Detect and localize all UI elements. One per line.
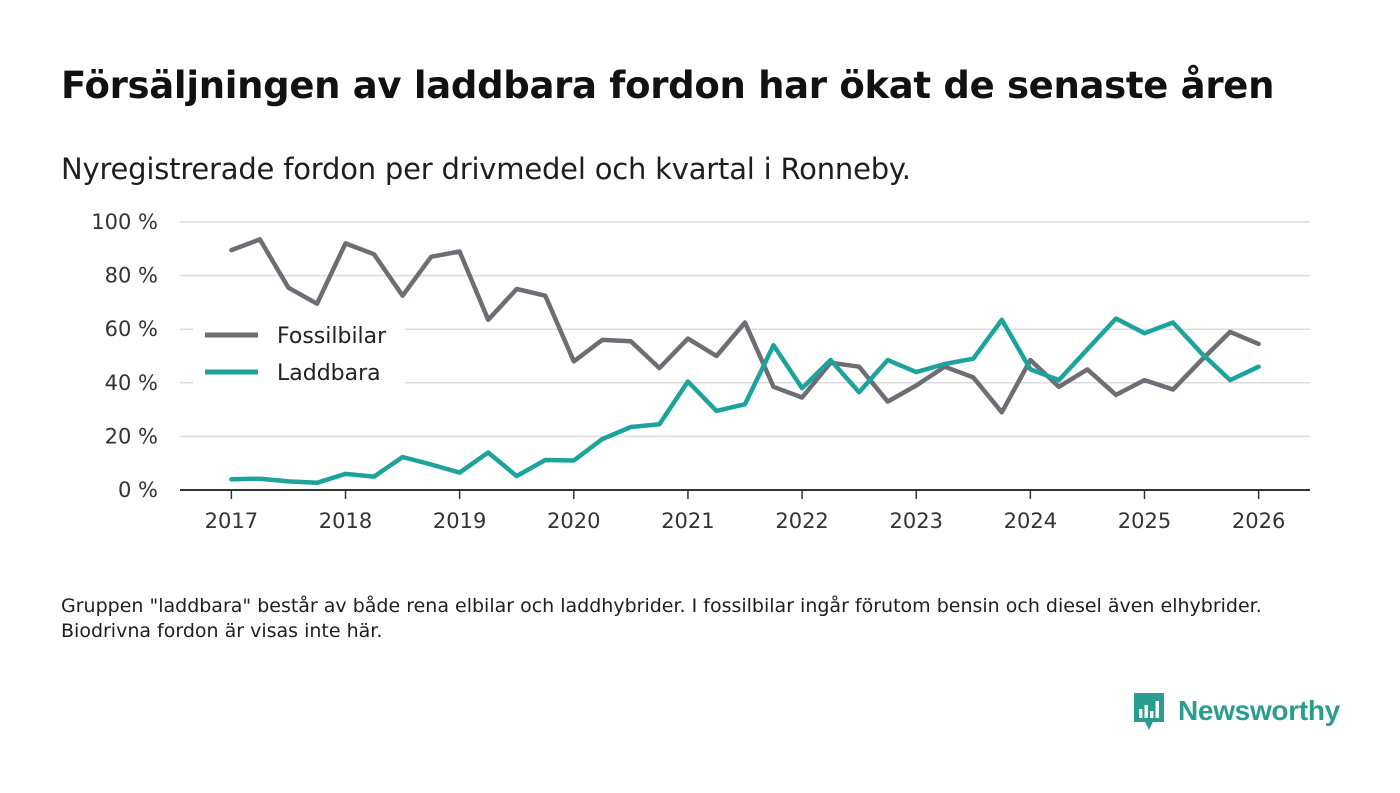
y-tick-label: 20 % xyxy=(105,424,158,448)
brand-name: Newsworthy xyxy=(1178,695,1340,726)
x-tick-label: 2026 xyxy=(1232,509,1285,533)
y-axis: 0 % 20 % 40 % 60 % 80 % 100 % xyxy=(91,210,158,502)
x-tick-label: 2020 xyxy=(547,509,600,533)
x-tick-label: 2023 xyxy=(889,509,942,533)
x-axis: 2017 2018 2019 2020 2021 2022 2023 2024 2025 2026 xyxy=(180,489,1310,533)
x-tick-label: 2019 xyxy=(433,509,486,533)
y-tick-label: 80 % xyxy=(105,264,158,288)
legend: Fossilbilar Laddbara xyxy=(193,313,405,393)
chart-title: Försäljningen av laddbara fordon har öka… xyxy=(61,64,1275,107)
brand-logo: Newsworthy xyxy=(1132,690,1340,732)
newsworthy-logo-icon xyxy=(1134,693,1164,730)
series-line-fossilbilar xyxy=(229,237,1261,415)
x-tick-label: 2022 xyxy=(775,509,828,533)
x-tick-label: 2018 xyxy=(319,509,372,533)
series-line-laddbara xyxy=(229,316,1261,486)
y-tick-label: 60 % xyxy=(105,317,158,341)
x-tick-label: 2017 xyxy=(205,509,258,533)
y-tick-label: 40 % xyxy=(105,371,158,395)
series-lines xyxy=(229,237,1261,486)
footnote: Gruppen "laddbara" består av både rena e… xyxy=(61,595,1262,642)
chart-subtitle: Nyregistrerade fordon per drivmedel och … xyxy=(61,152,911,186)
legend-label: Laddbara xyxy=(277,361,381,386)
legend-background xyxy=(193,313,405,393)
x-tick-label: 2021 xyxy=(661,509,714,533)
y-tick-label: 100 % xyxy=(91,210,158,234)
y-tick-label: 0 % xyxy=(118,478,158,502)
x-tick-label: 2024 xyxy=(1004,509,1057,533)
x-tick-label: 2025 xyxy=(1118,509,1171,533)
line-chart: 0 % 20 % 40 % 60 % 80 % 100 % 2017 2018 2019 202… xyxy=(91,210,1310,533)
legend-label: Fossilbilar xyxy=(277,324,387,349)
